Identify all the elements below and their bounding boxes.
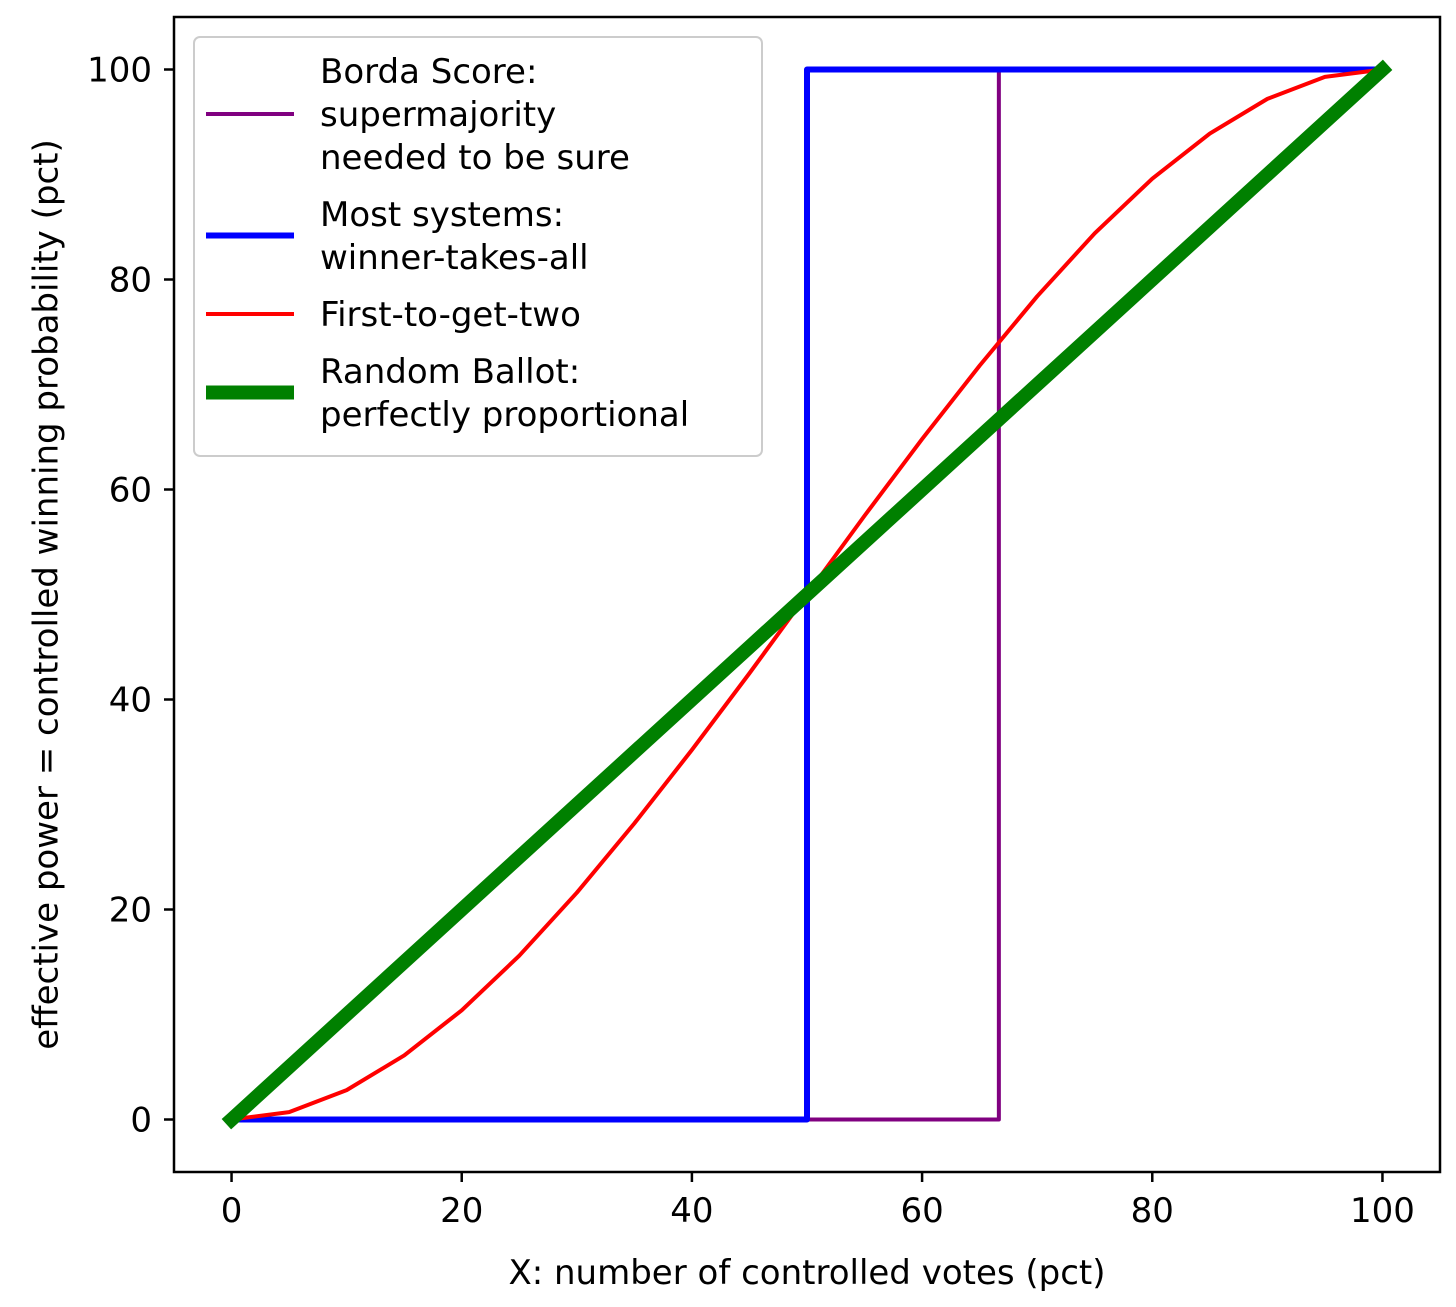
y-tick-label: 80 [109, 261, 152, 301]
plot-lines [221, 59, 1393, 1130]
plot-frame [172, 15, 1442, 1174]
legend-label-3: First-to-get-two [320, 295, 581, 335]
x-axis-label: X: number of controlled votes (pct) [508, 1253, 1105, 1293]
x-tick-label: 40 [670, 1191, 713, 1231]
y-tick-label: 0 [130, 1101, 152, 1141]
y-tick-label: 20 [109, 891, 152, 931]
legend-label-1: Borda Score: supermajority needed to be su… [320, 52, 630, 178]
x-tick-label: 0 [221, 1191, 243, 1231]
legend-box [193, 36, 763, 457]
x-tick-label: 20 [440, 1191, 483, 1231]
y-tick-label: 100 [87, 51, 152, 91]
y-tick-label: 60 [109, 471, 152, 511]
x-tick-label: 80 [1131, 1191, 1174, 1231]
x-tick-label: 60 [900, 1191, 943, 1231]
x-tick-label: 100 [1350, 1191, 1415, 1231]
y-axis-ticks: 0 20 40 60 80 100 [87, 51, 174, 1141]
legend-label-2: Most systems: winner-takes-all [320, 195, 589, 278]
y-axis-label: effective power = controlled winning pro… [27, 139, 67, 1049]
y-tick-label: 40 [109, 681, 152, 721]
legend-label-4: Random Ballot: perfectly proportional [320, 352, 689, 435]
series-line-4 [221, 59, 1393, 1130]
legend: Borda Score: supermajority needed to be su… [193, 36, 763, 457]
x-axis-ticks: 0 20 40 60 80 100 [221, 1172, 1415, 1231]
